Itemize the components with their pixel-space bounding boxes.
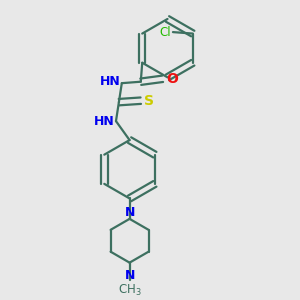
Text: O: O [166,72,178,86]
Text: HN: HN [94,115,115,128]
Text: N: N [124,269,135,282]
Text: S: S [144,94,154,108]
Text: Cl: Cl [160,26,172,39]
Text: N: N [124,206,135,219]
Text: CH$_3$: CH$_3$ [118,283,141,298]
Text: HN: HN [100,75,120,88]
